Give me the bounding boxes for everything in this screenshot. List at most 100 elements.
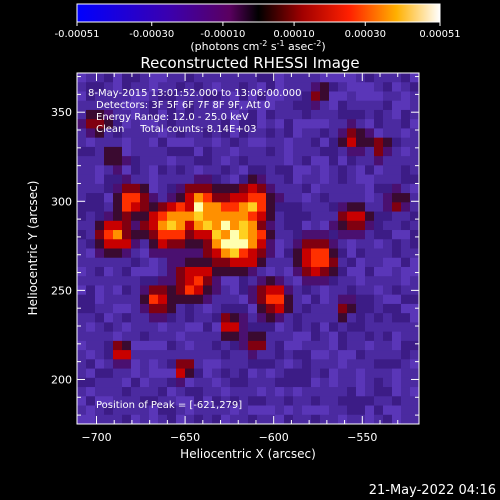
heatmap-cell xyxy=(347,322,357,333)
heatmap-cell xyxy=(140,294,150,305)
heatmap-cell xyxy=(320,248,330,259)
heatmap-cell xyxy=(248,174,258,185)
heatmap-cell xyxy=(248,193,258,203)
annotation-block: 8-May-2015 13:01:52.000 to 13:06:00.000 … xyxy=(88,88,301,135)
heatmap-cell xyxy=(122,322,132,333)
heatmap-cell xyxy=(212,183,222,194)
heatmap-cell xyxy=(113,91,123,102)
heatmap-cell xyxy=(212,156,222,166)
heatmap-cell xyxy=(194,119,204,130)
heatmap-cell xyxy=(383,331,393,342)
heatmap-cell xyxy=(239,128,249,139)
heatmap-cell xyxy=(194,248,204,259)
heatmap-cell xyxy=(302,368,312,379)
heatmap-cell xyxy=(95,248,105,259)
heatmap-cell xyxy=(302,387,312,397)
heatmap-cell xyxy=(248,82,258,93)
heatmap-cell xyxy=(230,202,240,213)
heatmap-cell xyxy=(383,266,393,277)
heatmap-cell xyxy=(158,331,168,342)
heatmap-cell xyxy=(401,359,411,370)
heatmap-cell xyxy=(392,303,402,314)
heatmap-cell xyxy=(383,368,393,379)
heatmap-cell xyxy=(248,202,258,213)
heatmap-cell xyxy=(149,405,159,416)
heatmap-cell xyxy=(302,266,312,277)
heatmap-cell xyxy=(338,128,348,139)
heatmap-cell xyxy=(113,100,123,111)
heatmap-cell xyxy=(311,368,321,379)
heatmap-cell xyxy=(257,405,267,416)
heatmap-cell xyxy=(122,137,132,148)
heatmap-cell xyxy=(410,387,419,397)
heatmap-cell xyxy=(131,193,141,203)
heatmap-cell xyxy=(365,119,375,130)
heatmap-cell xyxy=(167,276,177,287)
heatmap-cell xyxy=(203,276,213,287)
heatmap-cell xyxy=(194,294,204,305)
heatmap-cell xyxy=(320,266,330,277)
heatmap-cell xyxy=(158,414,168,424)
heatmap-cell xyxy=(383,128,393,139)
heatmap-cell xyxy=(140,322,150,333)
heatmap-cell xyxy=(77,73,87,83)
heatmap-cell xyxy=(347,119,357,130)
heatmap-cell xyxy=(347,183,357,194)
heatmap-cell xyxy=(266,202,276,213)
heatmap-cell xyxy=(293,202,303,213)
heatmap-cell xyxy=(203,202,213,213)
heatmap-cell xyxy=(320,322,330,333)
heatmap-cell xyxy=(293,359,303,370)
heatmap-cell xyxy=(167,73,177,83)
heatmap-cell xyxy=(410,322,419,333)
heatmap-cell xyxy=(95,368,105,379)
heatmap-cell xyxy=(122,276,132,287)
heatmap-cell xyxy=(131,377,141,388)
colorbar-tick-label: -0.00051 xyxy=(55,29,100,40)
heatmap-cell xyxy=(410,248,419,259)
heatmap-cell xyxy=(158,303,168,314)
heatmap-cell xyxy=(158,137,168,148)
heatmap-cell xyxy=(131,174,141,185)
heatmap-cell xyxy=(221,313,231,323)
heatmap-cell xyxy=(221,414,231,424)
heatmap-cell xyxy=(140,350,150,360)
heatmap-cell xyxy=(122,82,132,93)
heatmap-cell xyxy=(356,405,366,416)
heatmap-cell xyxy=(77,340,87,351)
heatmap-cell xyxy=(140,109,150,120)
heatmap-cell xyxy=(95,294,105,305)
heatmap-cell xyxy=(266,239,276,250)
heatmap-cell xyxy=(311,202,321,213)
heatmap-cell xyxy=(158,368,168,379)
heatmap-cell xyxy=(95,414,105,424)
heatmap-cell xyxy=(194,193,204,203)
heatmap-cell xyxy=(383,119,393,130)
heatmap-cell xyxy=(374,119,384,130)
heatmap-cell xyxy=(365,387,375,397)
heatmap-cell xyxy=(221,396,231,407)
heatmap-cell xyxy=(131,239,141,250)
heatmap-cell xyxy=(320,303,330,314)
heatmap-cell xyxy=(158,239,168,250)
heatmap-cell xyxy=(95,230,105,240)
heatmap-cell xyxy=(122,146,132,157)
heatmap-cell xyxy=(122,211,132,222)
heatmap-cell xyxy=(347,174,357,185)
heatmap-cell xyxy=(167,285,177,296)
heatmap-cell xyxy=(383,313,393,323)
heatmap-cell xyxy=(293,322,303,333)
heatmap-cell xyxy=(239,359,249,370)
heatmap-cell xyxy=(149,350,159,360)
heatmap-cell xyxy=(248,137,258,148)
heatmap-cell xyxy=(356,230,366,240)
heatmap-cell xyxy=(104,248,114,259)
heatmap-cell xyxy=(167,359,177,370)
heatmap-cell xyxy=(230,368,240,379)
heatmap-cell xyxy=(167,266,177,277)
heatmap-cell xyxy=(104,211,114,222)
heatmap-cell xyxy=(365,276,375,287)
heatmap-cell xyxy=(401,285,411,296)
heatmap-cell xyxy=(329,303,339,314)
heatmap-cell xyxy=(185,211,195,222)
